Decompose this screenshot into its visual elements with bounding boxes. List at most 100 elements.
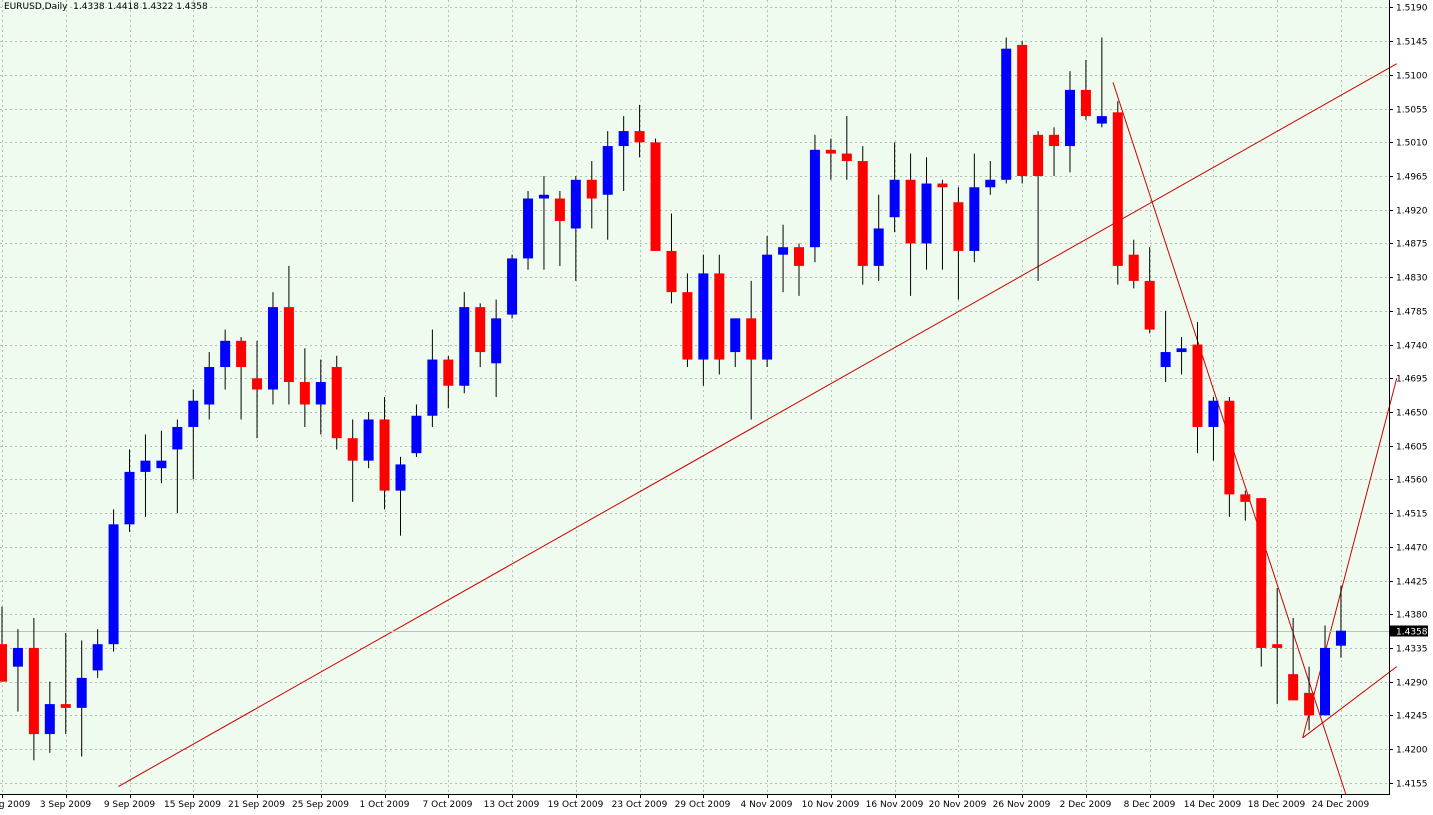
- candle[interactable]: [1049, 127, 1060, 177]
- candle[interactable]: [985, 161, 996, 195]
- candle-body: [60, 704, 71, 708]
- candle[interactable]: [746, 280, 757, 420]
- candle-body: [1144, 280, 1155, 330]
- candle[interactable]: [554, 191, 565, 266]
- candle[interactable]: [252, 340, 263, 439]
- candle[interactable]: [491, 299, 502, 397]
- candle[interactable]: [730, 318, 741, 368]
- candle[interactable]: [921, 157, 932, 270]
- candle[interactable]: [523, 191, 534, 270]
- candle[interactable]: [1192, 322, 1203, 454]
- candle[interactable]: [124, 449, 135, 532]
- candle[interactable]: [1256, 498, 1267, 667]
- candle[interactable]: [1017, 41, 1028, 184]
- candle[interactable]: [267, 292, 278, 405]
- candle[interactable]: [682, 273, 693, 368]
- candle[interactable]: [172, 419, 183, 514]
- candle[interactable]: [602, 131, 613, 240]
- candle[interactable]: [1272, 588, 1283, 705]
- price-tick-label: 1.4830: [1396, 274, 1428, 284]
- candle[interactable]: [1080, 59, 1091, 120]
- candle[interactable]: [873, 194, 884, 281]
- candle[interactable]: [220, 329, 231, 390]
- candle[interactable]: [315, 359, 326, 435]
- candle[interactable]: [395, 456, 406, 536]
- candle[interactable]: [698, 254, 709, 386]
- candle[interactable]: [538, 176, 549, 270]
- candle[interactable]: [969, 153, 980, 263]
- candle[interactable]: [347, 419, 358, 502]
- candle-body: [969, 187, 980, 251]
- candle[interactable]: [1033, 131, 1044, 281]
- candle[interactable]: [108, 509, 119, 652]
- candle[interactable]: [1144, 247, 1155, 334]
- candle[interactable]: [1112, 101, 1123, 285]
- price-tick-label: 1.4470: [1396, 544, 1428, 554]
- candle[interactable]: [857, 146, 868, 285]
- candle[interactable]: [905, 153, 916, 296]
- candle[interactable]: [1160, 310, 1171, 383]
- candle[interactable]: [12, 629, 23, 712]
- candle[interactable]: [475, 303, 486, 368]
- candle-body: [682, 292, 693, 360]
- candle[interactable]: [379, 397, 390, 510]
- candle[interactable]: [363, 411, 374, 469]
- candle[interactable]: [76, 640, 87, 757]
- candle[interactable]: [28, 617, 39, 761]
- candle[interactable]: [1240, 490, 1251, 521]
- candle[interactable]: [778, 224, 789, 293]
- candle[interactable]: [188, 389, 199, 480]
- candle[interactable]: [1001, 37, 1012, 184]
- candle[interactable]: [1096, 37, 1107, 128]
- candle[interactable]: [44, 681, 55, 753]
- candle[interactable]: [650, 138, 661, 251]
- candle[interactable]: [156, 430, 167, 484]
- candle[interactable]: [1304, 666, 1315, 731]
- candle[interactable]: [283, 265, 294, 405]
- candle-body: [905, 179, 916, 244]
- candle[interactable]: [1208, 397, 1219, 461]
- price-axis[interactable]: 1.5190 1.5145 1.5100 1.5055 1.5010 1.4965 1.49…: [1389, 4, 1428, 790]
- candle[interactable]: [794, 243, 804, 296]
- candle[interactable]: [841, 116, 852, 180]
- time-axis[interactable]: 28 Aug 2009 3 Sep 2009 9 Sep 2009 15 Sep 20…: [0, 794, 1370, 810]
- candle[interactable]: [1320, 625, 1331, 716]
- candle[interactable]: [666, 213, 677, 304]
- candle[interactable]: [762, 235, 773, 368]
- candle[interactable]: [1176, 337, 1187, 375]
- trendline[interactable]: [118, 63, 1397, 787]
- trendline[interactable]: [1302, 378, 1398, 738]
- candle[interactable]: [1335, 585, 1346, 658]
- candle[interactable]: [634, 104, 645, 158]
- candle-body: [1288, 674, 1299, 701]
- candle[interactable]: [427, 329, 438, 427]
- candle[interactable]: [236, 337, 247, 420]
- candle[interactable]: [825, 138, 836, 180]
- candle[interactable]: [92, 629, 103, 678]
- candle[interactable]: [411, 404, 422, 457]
- candle[interactable]: [953, 187, 964, 300]
- candle[interactable]: [937, 179, 948, 270]
- candle[interactable]: [1064, 71, 1075, 173]
- candle[interactable]: [331, 355, 342, 450]
- candle[interactable]: [443, 355, 454, 409]
- candle[interactable]: [507, 254, 518, 319]
- candle[interactable]: [714, 254, 725, 375]
- candle[interactable]: [570, 176, 581, 281]
- candle[interactable]: [809, 134, 820, 263]
- time-tick-label: 3 Sep 2009: [40, 800, 92, 810]
- candle[interactable]: [0, 606, 7, 682]
- candle[interactable]: [1288, 617, 1299, 701]
- candle[interactable]: [1128, 239, 1139, 289]
- candle[interactable]: [586, 161, 597, 229]
- candle[interactable]: [889, 142, 900, 233]
- candle[interactable]: [1224, 397, 1235, 517]
- candle[interactable]: [299, 348, 310, 427]
- candle[interactable]: [60, 632, 71, 735]
- candle[interactable]: [204, 352, 215, 420]
- candle[interactable]: [459, 292, 470, 394]
- trendline[interactable]: [1302, 666, 1398, 739]
- candle[interactable]: [618, 116, 629, 192]
- candle[interactable]: [140, 434, 151, 517]
